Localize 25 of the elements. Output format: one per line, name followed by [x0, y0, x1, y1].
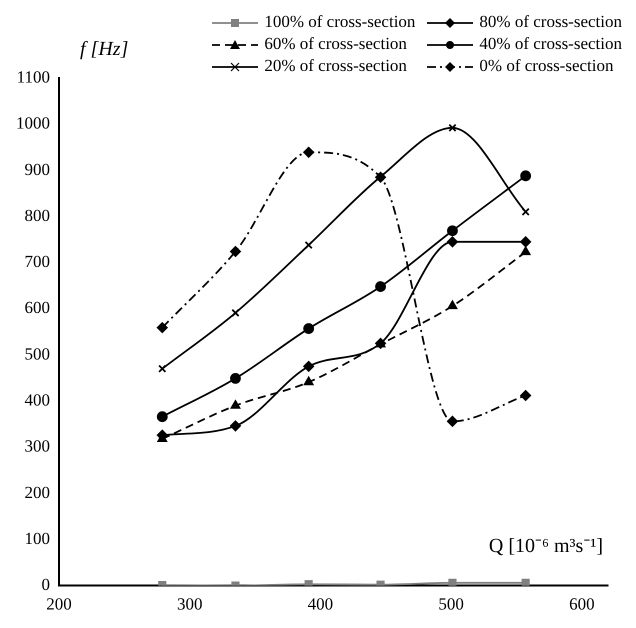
- y-tick-label: 300: [24, 436, 50, 456]
- legend-label: 20% of cross-section: [264, 56, 407, 75]
- x-tick-label: 500: [438, 594, 464, 614]
- x-tick-label: 300: [176, 594, 202, 614]
- y-tick-label: 200: [24, 482, 50, 502]
- y-tick-label: 400: [24, 390, 50, 410]
- x-tick-label: 600: [569, 594, 595, 614]
- y-tick-label: 1000: [16, 114, 50, 133]
- legend-label: 0% of cross-section: [479, 56, 614, 75]
- y-tick-label: 600: [24, 298, 50, 318]
- y-tick-label: 0: [42, 575, 50, 594]
- x-tick-label: 200: [46, 594, 72, 614]
- x-axis-title: Q [10⁻⁶ m³s⁻¹]: [488, 534, 603, 558]
- y-tick-label: 700: [24, 252, 50, 272]
- y-tick-label: 900: [24, 160, 50, 179]
- y-tick-label: 1100: [16, 67, 50, 86]
- legend-label: 60% of cross-section: [264, 34, 407, 53]
- legend-label: 40% of cross-section: [479, 34, 622, 53]
- y-axis-title: f [Hz]: [80, 38, 128, 61]
- y-tick-label: 100: [24, 528, 50, 548]
- y-tick-label: 500: [24, 344, 50, 364]
- y-tick-label: 800: [24, 206, 50, 225]
- legend-label: 80% of cross-section: [479, 12, 622, 31]
- x-tick-label: 400: [308, 594, 334, 614]
- legend-label: 100% of cross-section: [264, 12, 416, 31]
